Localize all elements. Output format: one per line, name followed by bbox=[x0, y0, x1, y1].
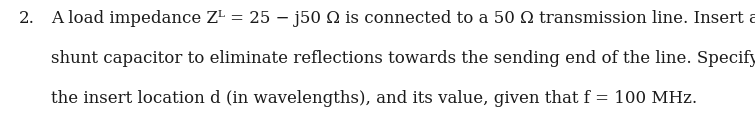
Text: the insert location d (in wavelengths), and its value, given that f = 100 MHz.: the insert location d (in wavelengths), … bbox=[51, 90, 698, 107]
Text: shunt capacitor to eliminate reflections towards the sending end of the line. Sp: shunt capacitor to eliminate reflections… bbox=[51, 50, 755, 67]
Text: A load impedance Zᴸ = 25 − j50 Ω is connected to a 50 Ω transmission line. Inser: A load impedance Zᴸ = 25 − j50 Ω is conn… bbox=[51, 10, 755, 27]
Text: 2.: 2. bbox=[19, 10, 35, 27]
